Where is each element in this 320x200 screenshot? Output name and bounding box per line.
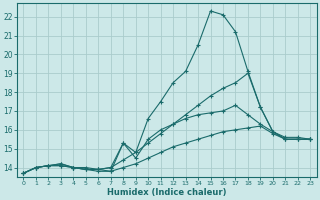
- X-axis label: Humidex (Indice chaleur): Humidex (Indice chaleur): [107, 188, 227, 197]
